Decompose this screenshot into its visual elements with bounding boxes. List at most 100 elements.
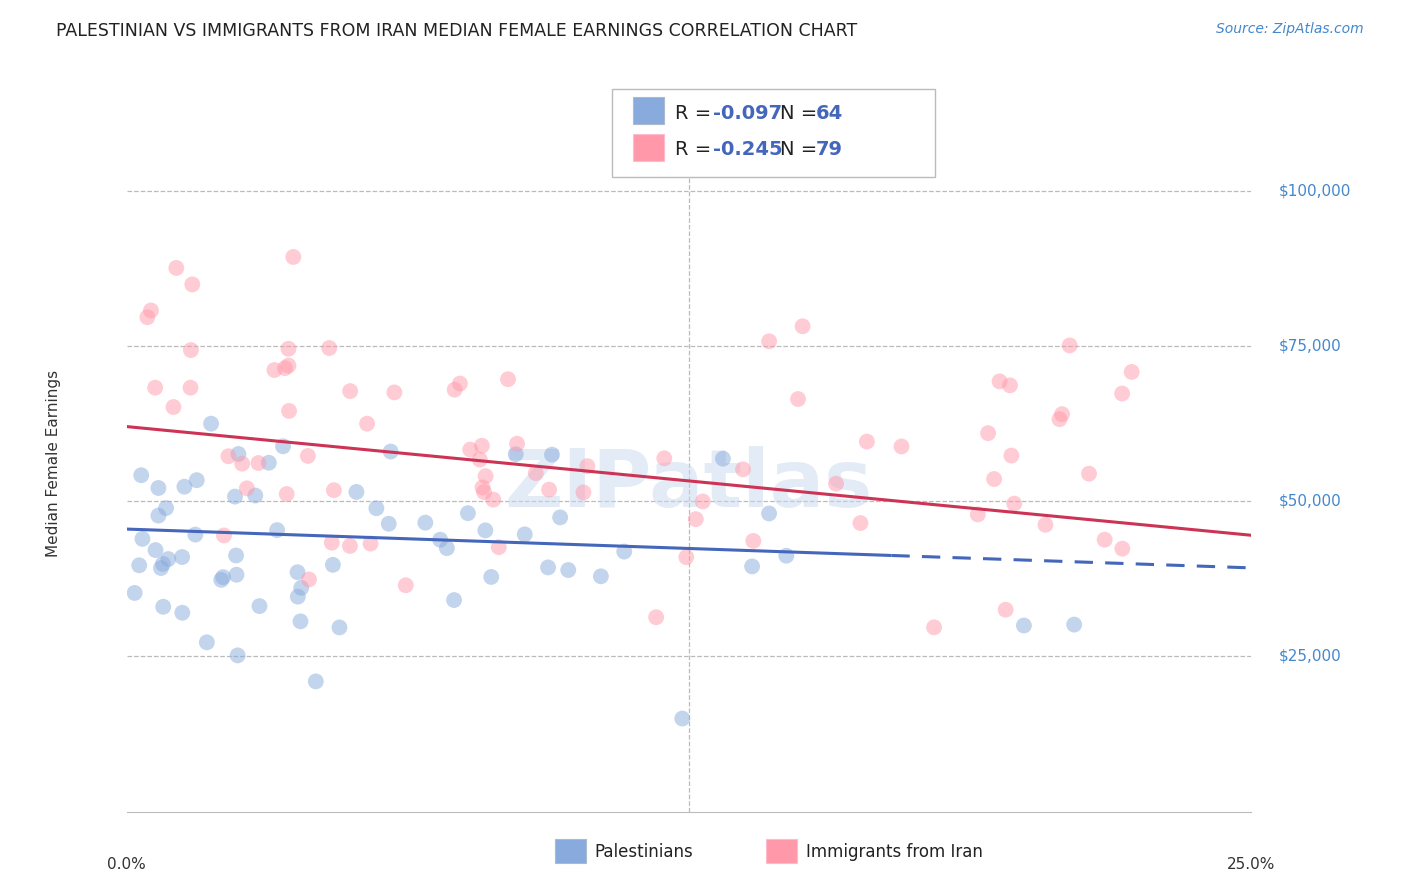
Text: N =: N = — [780, 103, 824, 123]
Point — [488, 540, 510, 554]
Text: -0.097: -0.097 — [713, 103, 782, 123]
Point — [1002, 497, 1025, 511]
Point — [541, 448, 564, 462]
Point — [479, 570, 502, 584]
Point — [1050, 407, 1073, 421]
Point — [692, 494, 714, 508]
Point — [415, 516, 437, 530]
Point — [977, 426, 1000, 441]
Point — [136, 310, 159, 325]
Text: R =: R = — [675, 140, 717, 160]
Point — [152, 557, 174, 571]
Point — [129, 468, 152, 483]
Point — [988, 375, 1011, 389]
Point — [139, 303, 162, 318]
Point — [742, 533, 765, 548]
Point — [257, 456, 280, 470]
Point — [741, 559, 763, 574]
Point — [775, 549, 797, 563]
Point — [922, 620, 945, 634]
Point — [983, 472, 1005, 486]
Point — [576, 459, 599, 474]
Point — [225, 549, 247, 563]
Point — [1000, 449, 1022, 463]
Text: 0.0%: 0.0% — [107, 857, 146, 872]
Point — [366, 501, 388, 516]
Point — [758, 507, 780, 521]
Point — [505, 447, 527, 461]
Point — [787, 392, 810, 406]
Point — [1049, 412, 1071, 426]
Point — [671, 712, 693, 726]
Point — [148, 481, 170, 495]
Point — [165, 260, 187, 275]
Point — [1063, 617, 1085, 632]
Point — [537, 560, 560, 574]
Point — [1035, 517, 1057, 532]
Point — [181, 277, 204, 292]
Point — [506, 436, 529, 450]
Text: Median Female Earnings: Median Female Earnings — [46, 370, 60, 558]
Point — [277, 359, 299, 373]
Point — [360, 536, 382, 550]
Point — [856, 434, 879, 449]
Point — [758, 334, 780, 349]
Point — [124, 586, 146, 600]
Point — [236, 481, 259, 495]
Text: Source: ZipAtlas.com: Source: ZipAtlas.com — [1216, 22, 1364, 37]
Point — [152, 599, 174, 614]
Point — [994, 603, 1017, 617]
Point — [589, 569, 612, 583]
Point — [297, 449, 319, 463]
Point — [548, 510, 571, 524]
Point — [228, 447, 250, 461]
Point — [226, 648, 249, 663]
Point — [1121, 365, 1143, 379]
Point — [572, 485, 595, 500]
Text: PALESTINIAN VS IMMIGRANTS FROM IRAN MEDIAN FEMALE EARNINGS CORRELATION CHART: PALESTINIAN VS IMMIGRANTS FROM IRAN MEDI… — [56, 22, 858, 40]
Point — [436, 541, 458, 556]
Point — [474, 524, 496, 538]
Point — [143, 381, 166, 395]
Point — [266, 523, 288, 537]
Point — [274, 361, 297, 376]
Point — [231, 457, 253, 471]
Point — [471, 480, 494, 494]
Point — [321, 535, 343, 549]
Text: $25,000: $25,000 — [1278, 648, 1341, 664]
Point — [245, 489, 267, 503]
Point — [685, 512, 707, 526]
Text: $75,000: $75,000 — [1278, 338, 1341, 353]
Point — [711, 451, 734, 466]
Text: $100,000: $100,000 — [1278, 183, 1351, 198]
Point — [305, 674, 328, 689]
Text: 79: 79 — [815, 140, 842, 160]
Point — [145, 543, 167, 558]
Text: 64: 64 — [815, 103, 842, 123]
Point — [247, 456, 270, 470]
Text: N =: N = — [780, 140, 824, 160]
Point — [382, 385, 405, 400]
Point — [180, 343, 202, 357]
Point — [278, 404, 301, 418]
Point — [344, 484, 367, 499]
Point — [225, 567, 247, 582]
Point — [339, 539, 361, 553]
Point — [149, 561, 172, 575]
Point — [513, 527, 536, 541]
Point — [131, 532, 153, 546]
Point — [443, 593, 465, 607]
Point — [474, 469, 496, 483]
Point — [128, 558, 150, 573]
Point — [472, 485, 495, 500]
Point — [731, 462, 754, 476]
Point — [496, 372, 519, 386]
Text: Palestinians: Palestinians — [595, 843, 693, 861]
Point — [184, 527, 207, 541]
Point — [613, 544, 636, 558]
Point — [173, 480, 195, 494]
Point — [792, 319, 814, 334]
Point — [395, 578, 418, 592]
Point — [356, 417, 378, 431]
Point — [1111, 386, 1133, 401]
